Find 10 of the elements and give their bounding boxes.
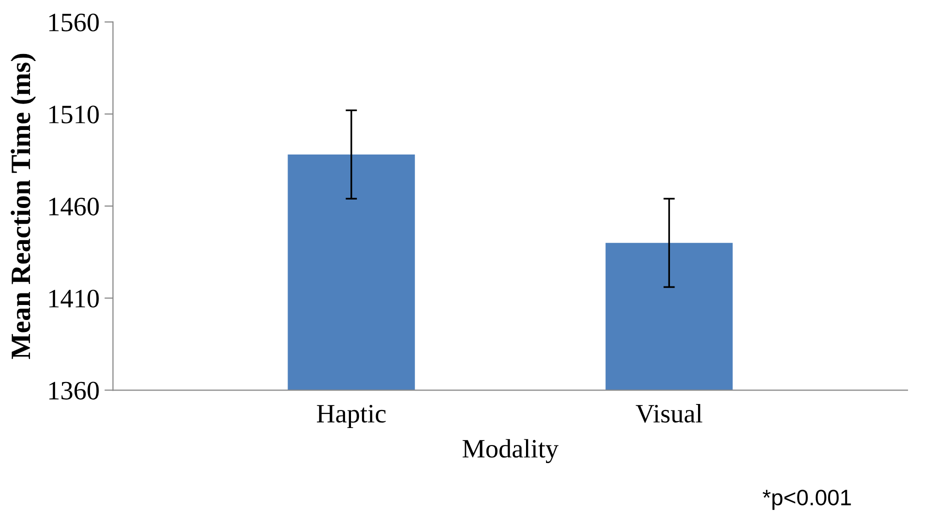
y-axis-title: Mean Reaction Time (ms) bbox=[10, 54, 36, 359]
x-tick-label: Haptic bbox=[316, 404, 386, 428]
text: *p<0.001 bbox=[762, 490, 851, 510]
y-tick-label: 1360 bbox=[49, 382, 99, 400]
y-tick-label: 1460 bbox=[49, 198, 99, 216]
y-tick-label: 1510 bbox=[49, 106, 99, 124]
x-axis-title: Modality bbox=[462, 439, 558, 464]
y-tick-label: 1410 bbox=[49, 290, 99, 308]
x-tick-label: Visual bbox=[636, 404, 702, 423]
y-tick-label: 1560 bbox=[49, 14, 99, 32]
